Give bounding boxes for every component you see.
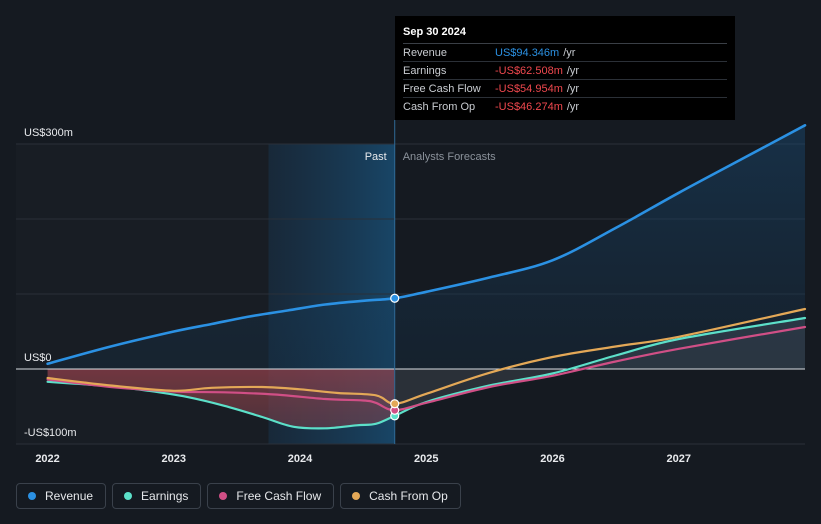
tooltip-row-cash-from-op: Cash From Op -US$46.274m /yr xyxy=(403,98,727,115)
tooltip-date: Sep 30 2024 xyxy=(403,24,727,44)
cash-from-op-line xyxy=(46,307,807,405)
tooltip-value: -US$62.508m xyxy=(495,64,563,77)
x-tick-label: 2025 xyxy=(414,453,438,465)
revenue-area xyxy=(47,125,806,369)
y-tick-label: US$300m xyxy=(24,127,73,139)
x-tick-label: 2024 xyxy=(288,453,313,465)
tooltip-label: Revenue xyxy=(403,46,448,59)
tooltip-unit: /yr xyxy=(566,100,580,113)
revenue-line xyxy=(46,124,807,366)
legend-item-earnings[interactable]: Earnings xyxy=(112,483,202,509)
tooltip-label: Cash From Op xyxy=(403,100,476,113)
x-axis-labels: 2022 2023 2024 2025 2026 2027 xyxy=(35,453,691,465)
tooltip-row-earnings: Earnings -US$62.508m /yr xyxy=(403,62,727,80)
series-areas xyxy=(47,125,806,429)
negative-earnings-area xyxy=(47,369,395,429)
tooltip-unit: /yr xyxy=(566,82,580,95)
x-tick-label: 2022 xyxy=(35,453,59,465)
tooltip-value: -US$54.954m xyxy=(495,82,563,95)
legend-item-cash-from-op[interactable]: Cash From Op xyxy=(340,483,461,509)
legend-label: Cash From Op xyxy=(369,489,448,503)
x-tick-label: 2026 xyxy=(540,453,564,465)
free-cash-flow-line xyxy=(46,325,807,412)
cash-from-op-marker xyxy=(390,399,400,409)
tooltip-row-revenue: Revenue US$94.346m /yr xyxy=(403,44,727,62)
legend-label: Free Cash Flow xyxy=(236,489,322,503)
series-markers xyxy=(390,293,400,421)
x-tick-label: 2023 xyxy=(162,453,186,465)
cash-from-op-dot-icon xyxy=(352,492,361,500)
earnings-line xyxy=(46,316,807,430)
tooltip-unit: /yr xyxy=(563,46,576,59)
tooltip-row-free-cash-flow: Free Cash Flow -US$54.954m /yr xyxy=(403,80,727,98)
y-tick-label: US$0 xyxy=(24,352,52,364)
y-tick-label: -US$100m xyxy=(24,427,77,439)
tooltip-value: -US$46.274m xyxy=(495,100,563,113)
tooltip-unit: /yr xyxy=(566,64,580,77)
legend-label: Earnings xyxy=(141,489,189,503)
earnings-dot-icon xyxy=(124,492,133,500)
y-axis-labels: US$300m US$0 -US$100m xyxy=(24,127,77,439)
tooltip-label: Free Cash Flow xyxy=(403,82,481,95)
forecast-earnings-area xyxy=(47,318,806,429)
revenue-marker xyxy=(390,293,400,303)
revenue-dot-icon xyxy=(28,492,36,500)
legend-label: Revenue xyxy=(45,489,94,503)
tooltip-value: US$94.346m xyxy=(495,46,560,59)
past-label: Past xyxy=(365,151,387,163)
free-cash-flow-dot-icon xyxy=(219,492,228,500)
x-tick-label: 2027 xyxy=(667,453,691,465)
forecast-label: Analysts Forecasts xyxy=(403,151,496,163)
tooltip: Sep 30 2024 Revenue US$94.346m /yr Earni… xyxy=(395,16,735,120)
series-lines xyxy=(46,124,807,430)
tooltip-label: Earnings xyxy=(403,64,447,77)
legend-item-revenue[interactable]: Revenue xyxy=(16,483,107,509)
legend: Revenue Earnings Free Cash Flow Cash Fro… xyxy=(16,483,461,509)
legend-item-free-cash-flow[interactable]: Free Cash Flow xyxy=(207,483,335,509)
